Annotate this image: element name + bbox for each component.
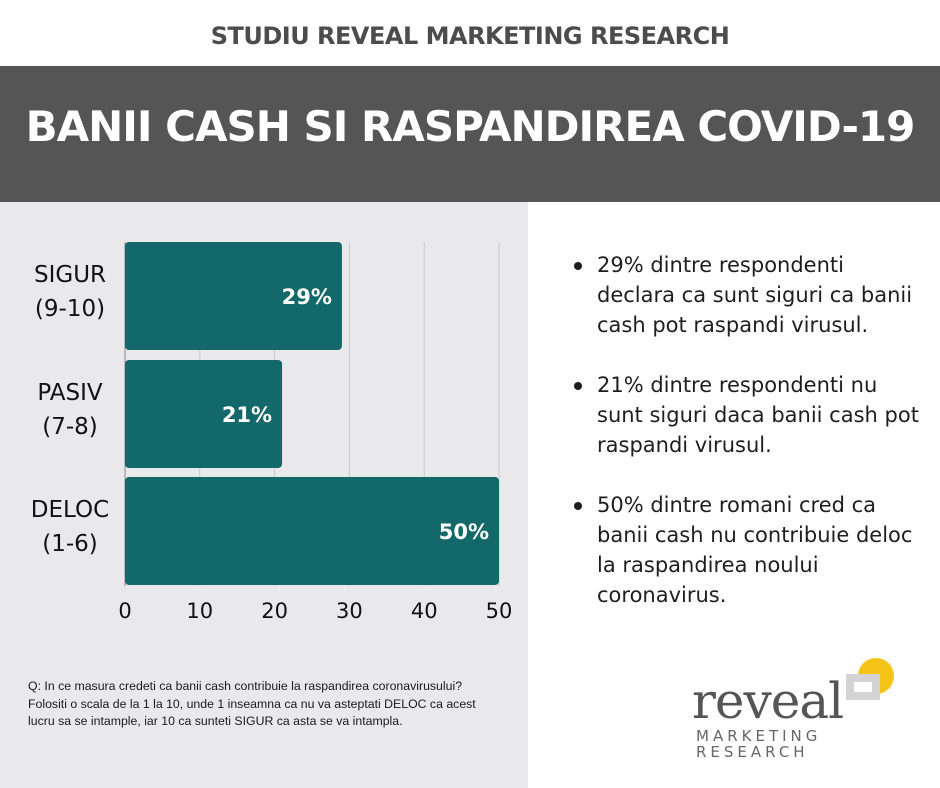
category-label: SIGUR xyxy=(34,262,106,288)
bullet-dot-icon xyxy=(574,502,582,510)
x-tick-label: 30 xyxy=(336,599,363,623)
bar xyxy=(125,360,283,468)
finding-text: 21% dintre respondenti nu sunt siguri da… xyxy=(597,373,919,457)
speech-bubble-icon xyxy=(846,658,894,700)
logo-wordmark: reveal xyxy=(692,672,844,730)
bar xyxy=(125,477,499,585)
category-label: PASIV xyxy=(37,380,103,406)
data-label: 21% xyxy=(222,403,272,427)
x-tick-label: 40 xyxy=(411,599,438,623)
reveal-logo: reveal MARKETING RESEARCH xyxy=(690,658,910,768)
category-label: (1-6) xyxy=(42,531,98,557)
x-tick-label: 20 xyxy=(261,599,288,623)
logo-tagline-research: RESEARCH xyxy=(696,743,809,761)
category-label: DELOC xyxy=(31,497,109,523)
bullet-dot-icon xyxy=(574,382,582,390)
data-label: 29% xyxy=(282,285,332,309)
x-tick-label: 0 xyxy=(118,599,131,623)
study-title: STUDIU REVEAL MARKETING RESEARCH xyxy=(210,22,730,50)
finding-text: 50% dintre romani cred ca banii cash nu … xyxy=(597,493,913,607)
banner-title: BANII CASH SI RASPANDIREA COVID-19 xyxy=(25,102,916,151)
finding-item: 29% dintre respondenti declara ca sunt s… xyxy=(573,250,923,340)
bar xyxy=(125,242,342,350)
x-tick-label: 50 xyxy=(486,599,513,623)
finding-text: 29% dintre respondenti declara ca sunt s… xyxy=(597,253,913,337)
title-banner xyxy=(0,66,940,202)
category-label: (7-8) xyxy=(42,414,98,440)
finding-item: 21% dintre respondenti nu sunt siguri da… xyxy=(573,370,923,460)
x-tick-label: 10 xyxy=(186,599,213,623)
bar-chart: 29% SIGUR (9-10) 21% PASIV (7-8) 50% DELOC (1-6)… xyxy=(31,242,513,623)
data-label: 50% xyxy=(439,520,489,544)
survey-question: Q: In ce masura credeti ca banii cash co… xyxy=(28,679,476,728)
bullet-dot-icon xyxy=(574,262,582,270)
category-label: (9-10) xyxy=(35,296,105,322)
findings-list: 29% dintre respondenti declara ca sunt s… xyxy=(573,250,923,640)
logo-tagline-marketing: MARKETING xyxy=(696,727,822,745)
finding-item: 50% dintre romani cred ca banii cash nu … xyxy=(573,490,923,610)
